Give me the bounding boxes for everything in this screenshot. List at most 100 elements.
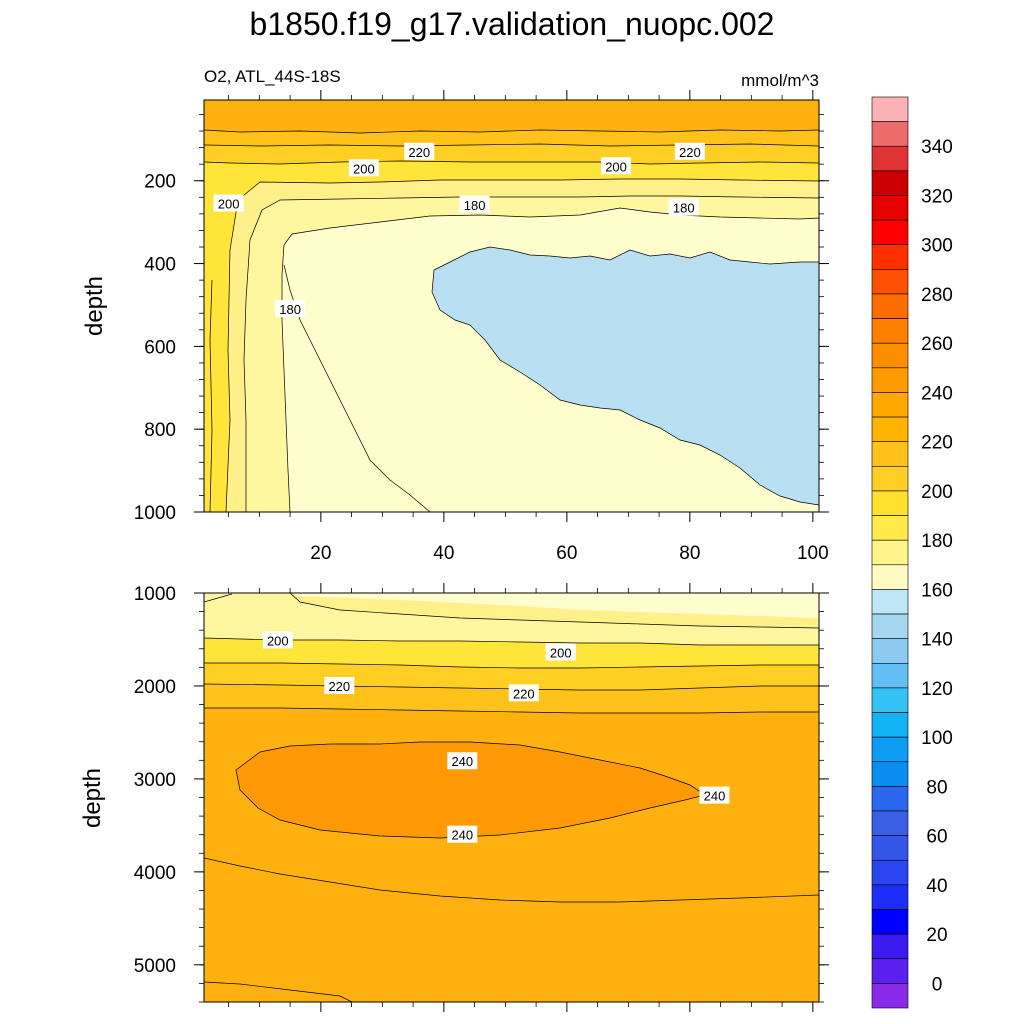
colorbar-box [871,490,909,516]
x-tick-label: 100 [797,543,829,564]
contour-label: 200 [545,643,576,661]
colorbar-box [871,195,909,221]
colorbar-box [871,736,909,763]
contour-label-box [459,195,490,213]
colorbar-label: 80 [926,777,947,798]
contour-label-box [699,786,730,804]
colorbar-box [871,958,909,984]
contour-label: 220 [508,684,539,702]
upper-contour-lines [204,129,819,512]
lower-axis-labels: 1000 2000 3000 4000 5000 [134,584,176,977]
y-tick-label: 3000 [134,770,176,791]
contour-label: 240 [447,752,478,770]
colorbar-label: 180 [921,531,953,552]
upper-low-o2-region [431,246,819,506]
upper-contour [243,195,819,512]
lower-contour [289,593,819,629]
colorbar-box [871,589,909,615]
colorbar-box [871,342,909,369]
lower-band-180 [204,593,819,645]
contour-label: 180 [668,198,699,216]
colorbar-box [871,269,909,295]
colorbar-label: 0 [932,974,943,995]
colorbar-label: 340 [921,137,953,158]
contour-label: 220 [404,142,435,160]
contour-label-text: 200 [605,159,627,174]
y-tick-label: 400 [144,255,176,276]
colorbar-label: 300 [921,236,953,257]
lower-y-axis-title: depth [79,768,106,828]
lower-axis-ticks [194,583,829,1012]
colorbar-box [871,318,909,344]
colorbar-box [871,96,909,122]
colorbar-box [871,367,909,393]
y-tick-label: 1000 [134,584,176,605]
colorbar-box [871,613,909,639]
colorbar-box [871,539,909,566]
colorbar-label: 40 [926,876,947,897]
upper-panel [204,100,819,512]
colorbar-label: 60 [926,827,947,848]
lower-band-240 [235,741,706,839]
contour-label: 200 [262,631,293,649]
y-tick-label: 800 [144,420,176,441]
variable-label: O2, ATL_44S-18S [204,67,341,86]
lower-band-170 [290,593,819,618]
contour-label-text: 220 [328,679,350,694]
x-tick-label: 40 [433,543,454,564]
contour-label: 200 [348,159,379,177]
contour-label-box [447,752,478,770]
contour-label-text: 240 [451,754,473,769]
y-tick-label: 5000 [134,956,176,977]
colorbar-label: 320 [921,186,953,207]
y-tick-label: 1000 [134,503,176,524]
contour-label-box [213,194,244,212]
colorbar-box [871,687,909,713]
colorbar-label: 220 [921,433,953,454]
contour-label: 180 [275,300,306,318]
upper-y-axis-title: depth [81,276,108,336]
colorbar-label: 280 [921,285,953,306]
colorbar: 3403203002802602402202001801601401201008… [871,96,953,1009]
y-tick-label: 600 [144,337,176,358]
colorbar-box [871,466,909,492]
lower-contour [204,707,819,714]
contour-label-box [324,676,355,694]
colorbar-box [871,515,909,541]
units-label: mmol/m^3 [741,71,819,90]
colorbar-box [871,121,909,147]
colorbar-box [871,859,909,886]
contour-label-box [262,631,293,649]
upper-axis-ticks [194,90,829,522]
colorbar-box [871,441,909,467]
contour-label-box [601,157,632,175]
contour-label-box [668,198,699,216]
upper-contour [281,207,819,512]
colorbar-box [871,712,909,738]
colorbar-box [871,786,909,812]
colorbar-box [871,810,909,836]
colorbar-box [871,244,909,270]
lower-contour [204,662,819,669]
upper-plot-frame [203,99,820,513]
colorbar-box [871,909,909,935]
colorbar-box [871,638,909,664]
colorbar-box [871,145,909,172]
colorbar-box [871,835,909,861]
contour-label: 220 [324,676,355,694]
contour-label-text: 200 [353,161,375,176]
contour-label-box [275,300,306,318]
upper-contour-labels: 220 220 200 200 200 180 180 180 [213,142,705,318]
colorbar-label: 120 [921,679,953,700]
colorbar-label: 260 [921,334,953,355]
contour-label-text: 240 [451,828,473,843]
x-tick-label: 80 [679,543,700,564]
colorbar-label: 240 [921,383,953,404]
lower-contour [204,981,353,1002]
contour-label-text: 180 [464,198,486,213]
colorbar-label: 140 [921,630,953,651]
colorbar-label: 100 [921,728,953,749]
chart-title: b1850.f19_g17.validation_nuopc.002 [250,6,775,42]
contour-label: 240 [447,825,478,843]
contour-label-text: 180 [279,302,301,317]
